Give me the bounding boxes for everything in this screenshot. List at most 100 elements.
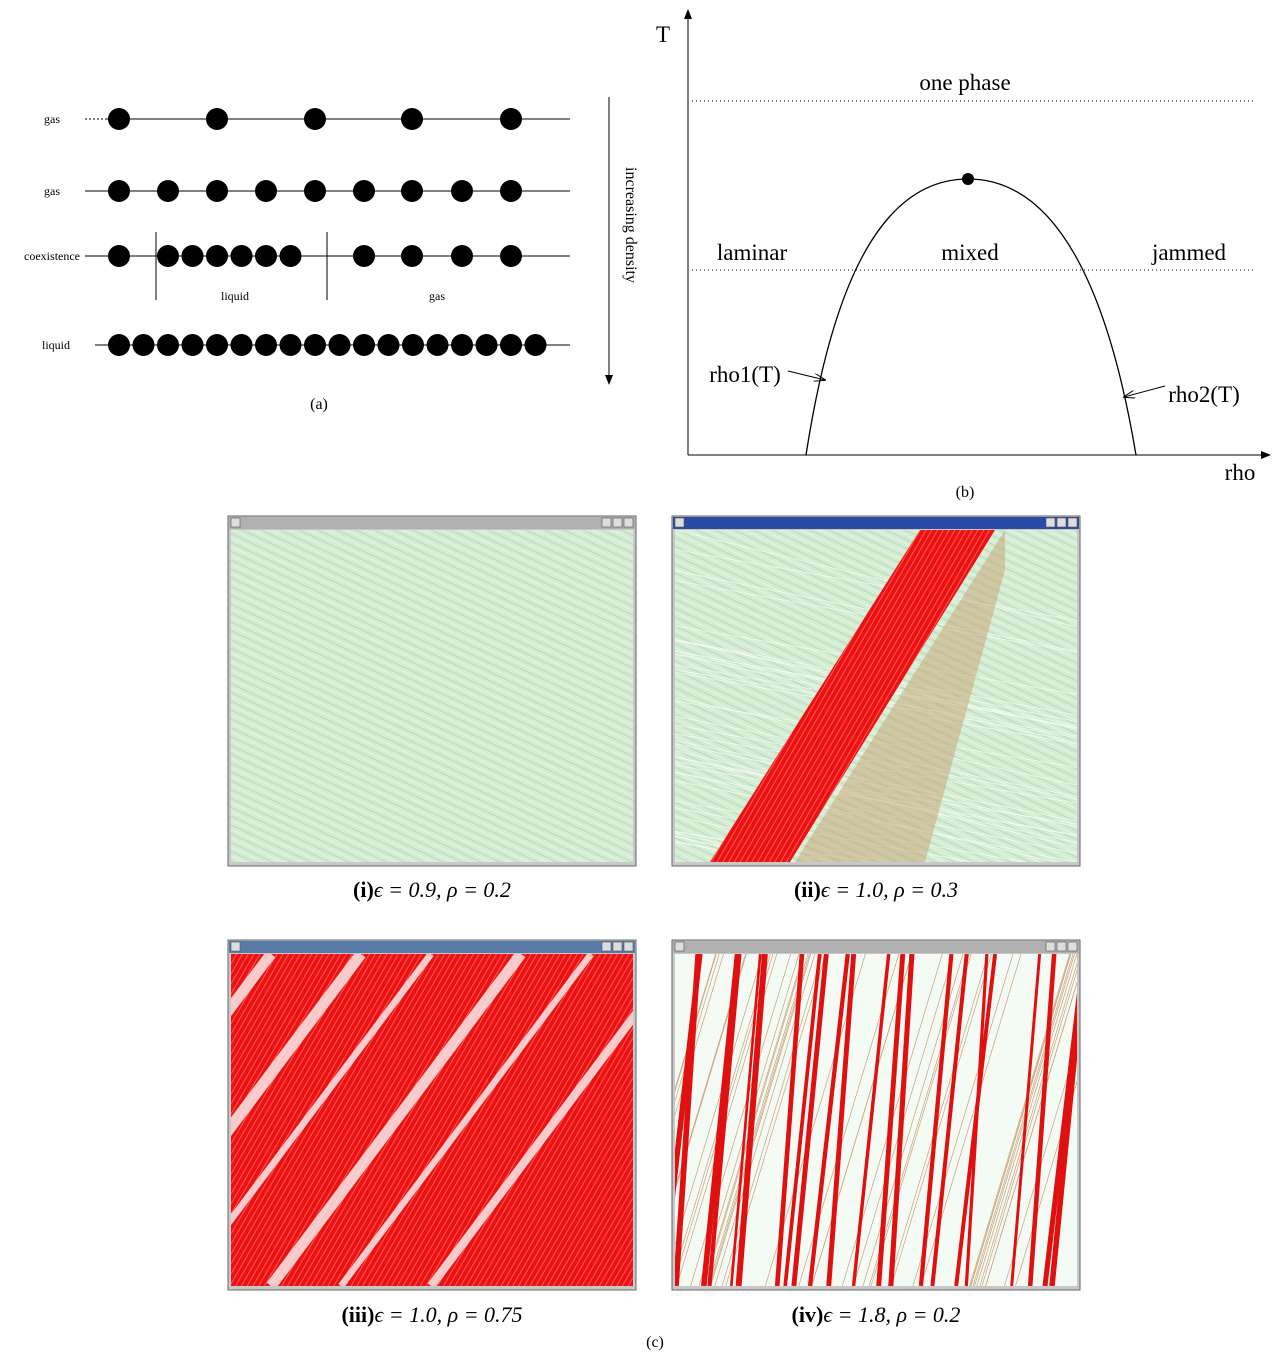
trail [675,954,717,1092]
pointer [787,370,825,380]
window-button [623,517,634,528]
particle [402,334,424,356]
region-label: gas [429,289,445,303]
window [671,515,1081,867]
params: ϵ = 1.8, ρ = 0.2 [823,1302,960,1327]
particle [401,180,423,202]
trail [709,954,810,1286]
window [227,939,637,1291]
particle [377,334,400,356]
trail [979,962,1077,1286]
particle [475,334,498,356]
region-label: liquid [221,289,249,303]
params: ϵ = 0.9, ρ = 0.2 [374,877,511,902]
trail [675,954,716,1091]
jam-trail [1049,1003,1077,1286]
trail [811,954,913,1286]
jam-band [710,530,995,862]
tag: (ii) [794,877,821,902]
particle [206,245,228,267]
background [231,954,633,1286]
particle [255,245,277,267]
params: ϵ = 1.0, ρ = 0.3 [821,877,958,902]
row-label: liquid [42,338,70,352]
window [227,515,637,867]
title-bar [229,517,635,529]
particle [451,180,473,202]
window-caption: (iv)ϵ = 1.8, ρ = 0.2 [792,1302,961,1327]
particle [279,245,302,267]
particle [426,334,449,356]
background [231,530,633,862]
particle [132,334,155,356]
streak [675,549,1077,621]
jam-trail [735,954,768,1286]
simulation-image [231,530,633,862]
particle [304,334,326,356]
gap-stripe [266,954,526,1286]
trail [870,954,972,1286]
region-label: laminar [717,240,788,265]
particle [206,108,228,130]
trail [707,954,809,1286]
particle [500,180,522,202]
row-label: gas [44,184,60,198]
particle [451,334,473,356]
particle [206,334,228,356]
window-button [1067,517,1078,528]
jam-trail [675,954,703,1198]
window-button [623,941,634,952]
window-button [612,517,623,528]
particle [255,334,277,356]
pointer [1124,385,1166,397]
params: ϵ = 1.0, ρ = 0.75 [374,1302,522,1327]
trail [891,954,992,1286]
jam-trail [1042,992,1077,1286]
region-label: one phase [919,70,1010,95]
particle [500,108,522,130]
particle [230,245,253,267]
particle [157,245,179,267]
window-button [1045,941,1056,952]
gap-stripe [427,1010,633,1286]
axis-label: increasing density [622,167,639,283]
panel-c: (i)ϵ = 0.9, ρ = 0.2 (ii)ϵ = 1.0, ρ = 0.3… [227,515,1081,1351]
particle [108,180,130,202]
window-button [1056,517,1067,528]
curve-label: rho1(T) [709,362,781,387]
tag: (iii) [341,1302,374,1327]
trail [675,954,720,1103]
jam-trail [729,954,762,1286]
jam-trail [783,954,822,1286]
window-caption: (i)ϵ = 0.9, ρ = 0.2 [353,877,511,902]
particle [524,334,547,356]
title-bar [229,941,635,953]
particle [353,334,375,356]
gap-stripe [231,954,434,1226]
window-button [601,517,612,528]
jam-trail [774,954,805,1286]
title-bar [673,517,1079,529]
particle [304,180,326,202]
jam-trail [701,954,741,1286]
gap-stripe [338,954,594,1286]
trail [969,954,1070,1286]
trail [972,954,1074,1286]
trail [970,954,1072,1286]
window-button [1067,941,1078,952]
tag: (i) [353,877,374,902]
particle [108,108,130,130]
panel-a: gas gas coexistence liquid liquid gas in… [24,97,639,413]
particle [157,180,179,202]
caption: (c) [646,1334,664,1351]
trail [912,954,1014,1286]
window-button [601,941,612,952]
jam-trail [807,954,850,1286]
y-label: T [656,22,670,47]
particle [279,334,302,356]
caption: (b) [956,484,975,501]
row-label: gas [44,112,60,126]
jam-trail [930,954,969,1286]
critical-point [962,173,974,185]
